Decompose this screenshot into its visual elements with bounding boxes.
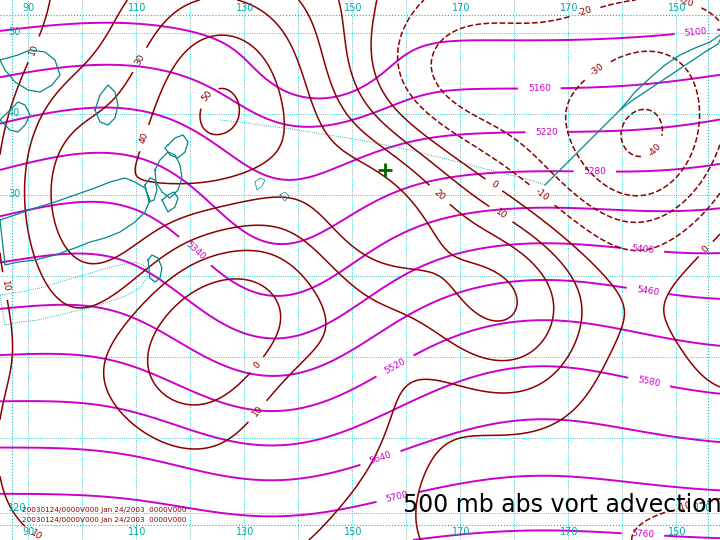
Text: 5760: 5760 [631, 529, 654, 539]
Text: 5340: 5340 [184, 240, 207, 262]
Text: 50: 50 [8, 28, 20, 37]
Text: -10: -10 [534, 187, 550, 203]
Text: 5100: 5100 [684, 26, 708, 38]
Text: 170: 170 [559, 527, 578, 537]
Text: 10: 10 [251, 404, 265, 418]
Text: 500 mb abs vort advection: 500 mb abs vort advection [403, 493, 720, 517]
Text: 150: 150 [343, 527, 362, 537]
Text: 130: 130 [235, 527, 254, 537]
Text: 120: 120 [8, 503, 27, 512]
Text: 170: 170 [451, 3, 470, 13]
Text: 0: 0 [489, 180, 499, 190]
Text: 170: 170 [693, 503, 712, 512]
Text: 40: 40 [8, 109, 20, 118]
Text: 10: 10 [27, 42, 40, 57]
Text: 90: 90 [22, 3, 35, 13]
Text: 90: 90 [22, 527, 35, 537]
Text: 0: 0 [252, 360, 262, 370]
Text: 5160: 5160 [528, 84, 551, 93]
Text: 0: 0 [701, 244, 711, 254]
Text: 130: 130 [235, 3, 254, 13]
Text: 110: 110 [127, 3, 146, 13]
Text: 150: 150 [667, 527, 686, 537]
Text: 150: 150 [667, 3, 686, 13]
Text: -10: -10 [675, 501, 692, 513]
Text: 20: 20 [433, 187, 447, 202]
Text: 5640: 5640 [368, 450, 392, 466]
Text: 5220: 5220 [535, 127, 558, 137]
Text: 5460: 5460 [636, 285, 660, 297]
Text: 50: 50 [200, 89, 214, 104]
Text: 5580: 5580 [637, 375, 661, 389]
Text: 170: 170 [559, 3, 578, 13]
Text: 5700: 5700 [385, 490, 410, 504]
Text: -40: -40 [647, 141, 663, 158]
Text: 5400: 5400 [631, 245, 654, 255]
Text: -30: -30 [588, 62, 606, 78]
Text: 110: 110 [127, 527, 146, 537]
Text: 40: 40 [138, 131, 150, 145]
Text: -20: -20 [678, 0, 695, 9]
Text: 150: 150 [343, 3, 362, 13]
Text: 5280: 5280 [583, 167, 606, 176]
Text: 5520: 5520 [383, 356, 407, 375]
Text: 30: 30 [8, 190, 20, 199]
Text: 20030124/0000V000 Jan 24/2003  0000V000: 20030124/0000V000 Jan 24/2003 0000V000 [22, 517, 186, 523]
Text: 10: 10 [29, 528, 43, 540]
Text: 30: 30 [133, 52, 146, 67]
Text: 170: 170 [451, 527, 470, 537]
Text: 10: 10 [0, 280, 10, 293]
Text: 10: 10 [494, 207, 508, 221]
Text: -20: -20 [577, 5, 593, 18]
Text: 20030124/0000V000 Jan 24/2003  0000V000: 20030124/0000V000 Jan 24/2003 0000V000 [22, 507, 186, 513]
